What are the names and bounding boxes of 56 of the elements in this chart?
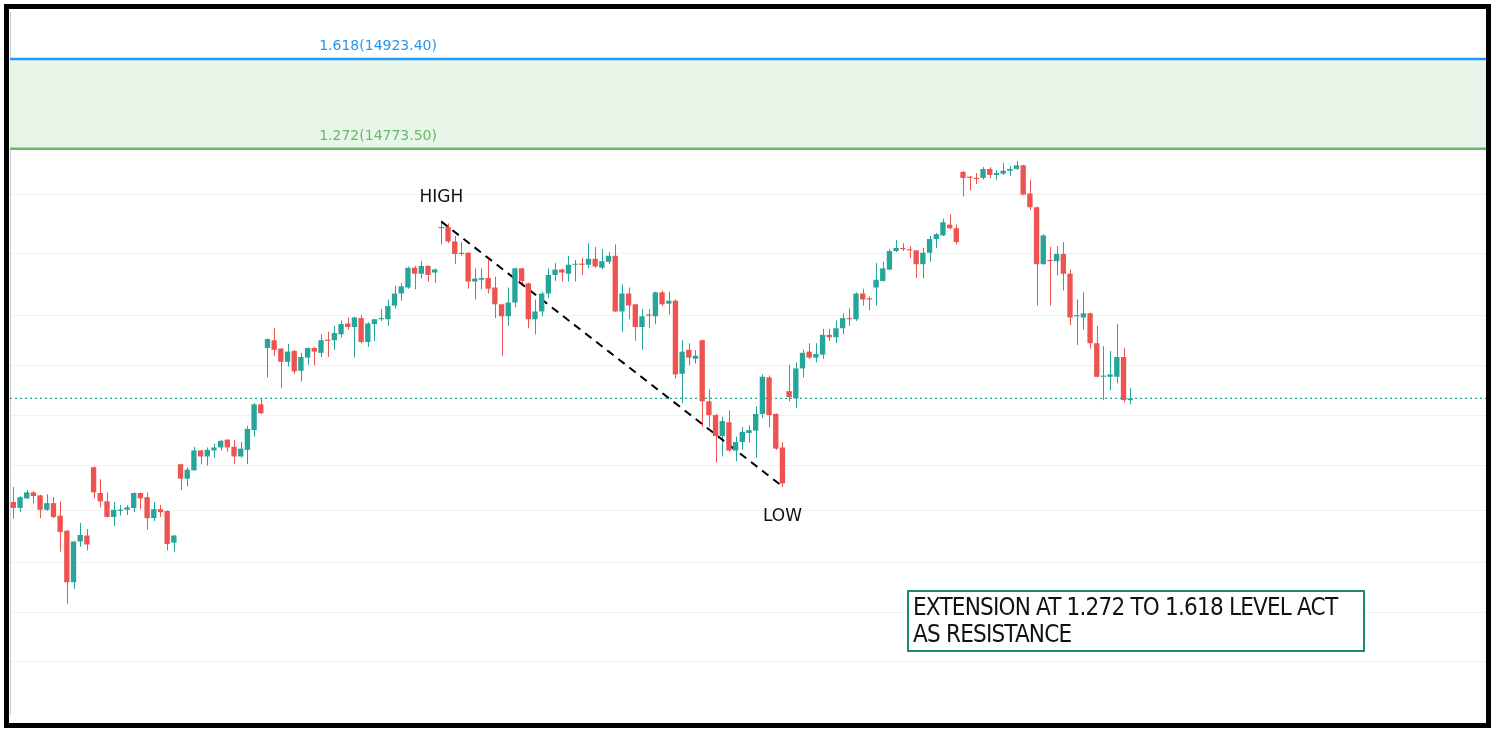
candlestick [411,265,418,290]
candlestick [498,303,505,357]
candlestick [110,501,117,527]
candlestick [318,333,324,358]
candlestick [358,314,364,344]
candlestick [913,249,919,279]
candlestick [177,463,184,491]
candlestick [532,299,538,335]
candlestick [719,416,725,457]
candlestick [365,321,371,348]
candlestick [953,224,959,245]
candlestick [351,316,358,359]
candlestick [478,267,485,290]
candlestick [452,235,458,265]
candlestick [191,446,197,472]
ref-line-label: 1.618(14923.40) [319,36,437,53]
candlestick [1053,245,1060,277]
candlestick [652,291,659,325]
candlestick [311,346,317,366]
candlestick [472,267,478,301]
candlestick [1080,291,1087,330]
candlestick [231,439,237,465]
candlestick [264,337,271,378]
ref-line-label: 1.272(14773.50) [319,126,437,143]
candlestick [592,246,598,269]
candlestick [839,312,846,335]
candlestick [799,349,806,378]
candlestick [151,501,157,522]
candlestick [926,235,933,263]
candlestick [10,486,17,520]
annotation: EXTENSION AT 1.272 TO 1.618 LEVEL ACT AS RESISTANCE [907,590,1365,652]
candlestick [545,267,552,299]
candlestick [104,491,110,519]
candlestick [84,528,90,551]
candlestick [445,222,451,244]
candlestick [786,364,792,402]
candlestick [666,291,672,315]
candlestick [639,308,645,351]
candlestick [833,319,839,344]
candlestick [706,388,712,428]
candlestick [1047,246,1053,306]
candlestick [572,259,578,283]
candlestick [291,349,297,375]
candlestick [184,466,190,487]
candlestick [686,342,692,366]
candlestick [920,247,926,280]
candlestick [619,284,625,333]
candlestick [632,303,638,342]
candlestick [284,343,291,368]
candlestick [1060,241,1066,292]
candlestick [646,308,652,329]
candlestick [565,255,572,283]
candlestick [585,242,592,269]
candlestick [712,413,719,463]
annotation: HIGH [419,186,464,207]
annotation: LOW [762,504,803,525]
